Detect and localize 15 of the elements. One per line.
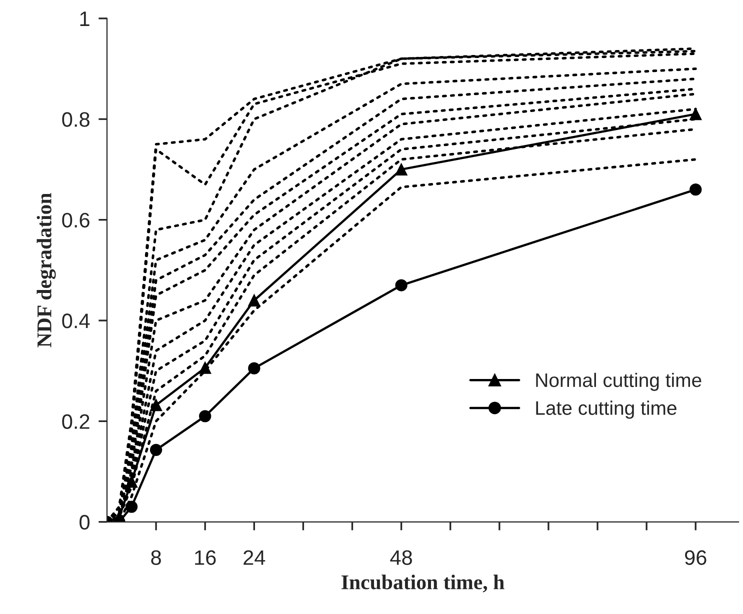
x-tick-label: 96 <box>685 550 706 565</box>
legend-label: Normal cutting time <box>536 372 702 391</box>
y-axis-title: NDF degradation <box>36 193 56 348</box>
legend-label: Late cutting time <box>536 400 676 419</box>
y-tick-label: 0.2 <box>62 414 90 429</box>
y-tick-label: 0.8 <box>62 112 90 127</box>
x-tick-label: 48 <box>390 550 412 565</box>
x-tick-label: 8 <box>151 550 161 565</box>
x-axis-title: Incubation time, h <box>342 574 504 592</box>
y-tick-label: 1 <box>80 12 90 26</box>
x-tick-label: 24 <box>244 550 266 565</box>
x-tick-label: 16 <box>195 550 216 565</box>
y-tick-label: 0.6 <box>62 212 90 228</box>
y-tick-label: 0 <box>80 514 90 530</box>
y-tick-label: 0.4 <box>62 314 90 328</box>
